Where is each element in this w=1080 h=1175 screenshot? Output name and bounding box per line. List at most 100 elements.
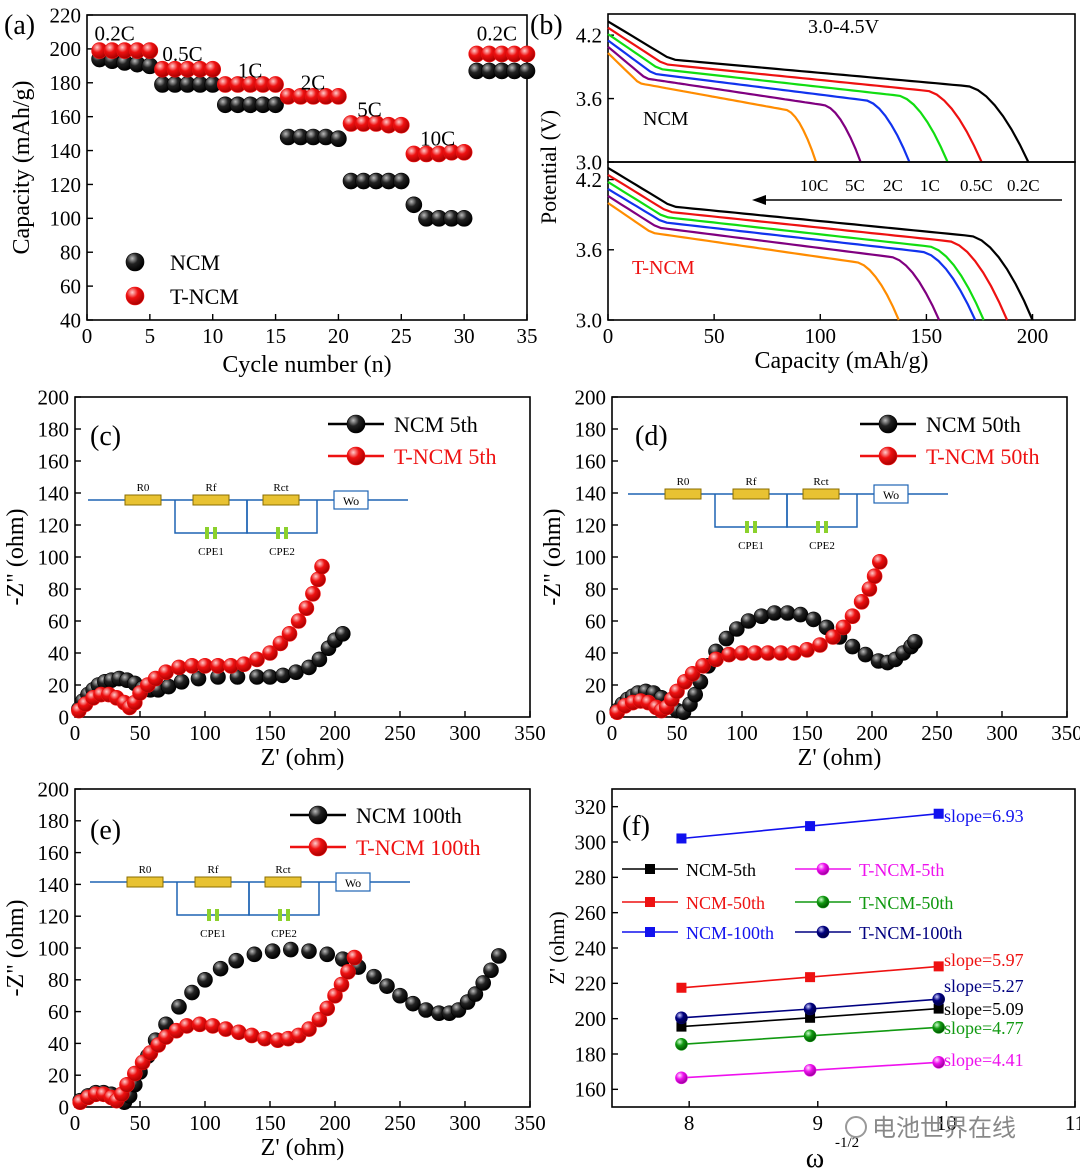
resistor-label: Rct	[275, 864, 290, 876]
x-tick-label: 350	[514, 1111, 546, 1135]
cpe-label: CPE2	[271, 928, 297, 940]
data-point	[932, 992, 945, 1006]
x-tick-label: 150	[791, 721, 823, 745]
cpe-plate	[824, 521, 828, 533]
x-tick-label: 250	[384, 721, 416, 745]
x-tick-label: 50	[667, 721, 688, 745]
resistor-rf	[194, 876, 232, 888]
y-tick-label: 120	[575, 513, 607, 537]
data-point	[844, 638, 861, 655]
x-tick-label: 9	[813, 1111, 824, 1135]
cpe-plate	[215, 909, 219, 921]
panel-e: 0 50 100 150 200 250 300 3500204060801001201401…	[3, 777, 546, 1161]
resistor-label: Rct	[273, 482, 288, 494]
legend-marker	[645, 864, 655, 874]
rate-label: 10C	[420, 126, 455, 150]
resistor-rf	[192, 494, 230, 506]
data-point	[728, 621, 745, 637]
panel-label: (f)	[622, 811, 650, 842]
y-tick-label: 40	[60, 308, 81, 332]
x-tick-label: 0	[70, 1111, 81, 1135]
data-point	[301, 659, 317, 676]
panel-label: (c)	[90, 421, 121, 452]
cpe-plate	[276, 527, 280, 539]
discharge-curve	[607, 45, 862, 163]
x-tick-label: 150	[254, 1111, 286, 1135]
x-tick-label: 0	[603, 324, 614, 348]
data-point	[246, 946, 263, 963]
y-tick-label: 3.6	[576, 87, 602, 111]
y-tick-label: 0	[59, 705, 70, 729]
y-tick-label: 140	[575, 481, 607, 505]
legend-marker	[308, 837, 328, 857]
data-point	[932, 1056, 945, 1069]
data-point	[933, 1003, 944, 1014]
cpe-plate	[745, 521, 749, 533]
rate-label: 10C	[800, 176, 828, 195]
legend-label: T-NCM-5th	[859, 860, 944, 880]
warburg-label: Wo	[343, 494, 359, 508]
data-point	[803, 1063, 817, 1077]
y-tick-label: 240	[575, 936, 607, 960]
data-point	[392, 172, 410, 190]
cpe-branch	[786, 494, 858, 528]
discharge-curve	[607, 39, 911, 163]
legend-label: T-NCM	[170, 284, 239, 309]
data-point	[805, 1012, 816, 1023]
y-tick-label: 3.0	[576, 150, 602, 174]
data-point	[871, 553, 888, 570]
resistor-rct	[802, 488, 840, 500]
watermark: 电池世界在线	[845, 1115, 1016, 1142]
x-tick-label: 50	[130, 1111, 151, 1135]
warburg-element	[873, 484, 909, 504]
y-tick-label: 180	[50, 71, 82, 95]
panel-label: (d)	[635, 421, 668, 452]
data-point	[272, 635, 289, 652]
rate-label: 2C	[883, 176, 903, 195]
data-point	[228, 952, 244, 969]
y-tick-label: 200	[575, 385, 607, 409]
panel-d: 0 50 100 150 200 250 300 3500204060801001201401…	[540, 385, 1080, 771]
x-axis-label: Z' (ohm)	[798, 745, 882, 771]
y-tick-label: 80	[48, 577, 69, 601]
x-tick-label: 200	[319, 721, 351, 745]
data-point	[179, 1018, 195, 1034]
y-tick-label: 200	[38, 385, 70, 409]
resistor-r0	[664, 488, 702, 500]
x-axis-label: Cycle number (n)	[222, 352, 391, 378]
y-axis-label: Z' (ohm)	[545, 911, 569, 984]
rate-label: 1C	[238, 59, 263, 83]
panel-label: (e)	[90, 815, 121, 846]
data-point	[455, 210, 473, 227]
cpe-branch	[248, 882, 320, 916]
data-point	[305, 585, 321, 602]
data-point	[684, 665, 701, 682]
legend-marker	[816, 862, 830, 876]
resistor-r0	[126, 876, 164, 888]
y-tick-label: 100	[575, 545, 607, 569]
y-tick-label: 120	[38, 905, 70, 929]
x-tick-label: 300	[986, 721, 1018, 745]
data-point	[418, 1002, 434, 1018]
x-axis-label: Capacity (mAh/g)	[755, 348, 929, 374]
x-tick-label: 200	[319, 1111, 351, 1135]
watermark-text: 电池世界在线	[872, 1115, 1016, 1142]
data-point	[455, 143, 473, 161]
y-tick-label: 20	[48, 673, 69, 697]
resistor-rct	[262, 494, 300, 506]
data-point	[779, 605, 796, 621]
data-point	[184, 984, 200, 1001]
y-tick-label: 320	[575, 795, 607, 819]
legend-label: T-NCM-50th	[859, 893, 953, 913]
legend-marker	[346, 446, 366, 466]
x-tick-label: 150	[254, 721, 286, 745]
data-point	[290, 613, 307, 629]
x-tick-label: 300	[449, 1111, 481, 1135]
data-point	[119, 1076, 135, 1093]
y-tick-label: 220	[575, 972, 607, 996]
data-point	[212, 960, 229, 977]
data-point	[340, 964, 356, 980]
data-point	[786, 645, 802, 661]
slope-label: slope=5.09	[944, 999, 1024, 1019]
